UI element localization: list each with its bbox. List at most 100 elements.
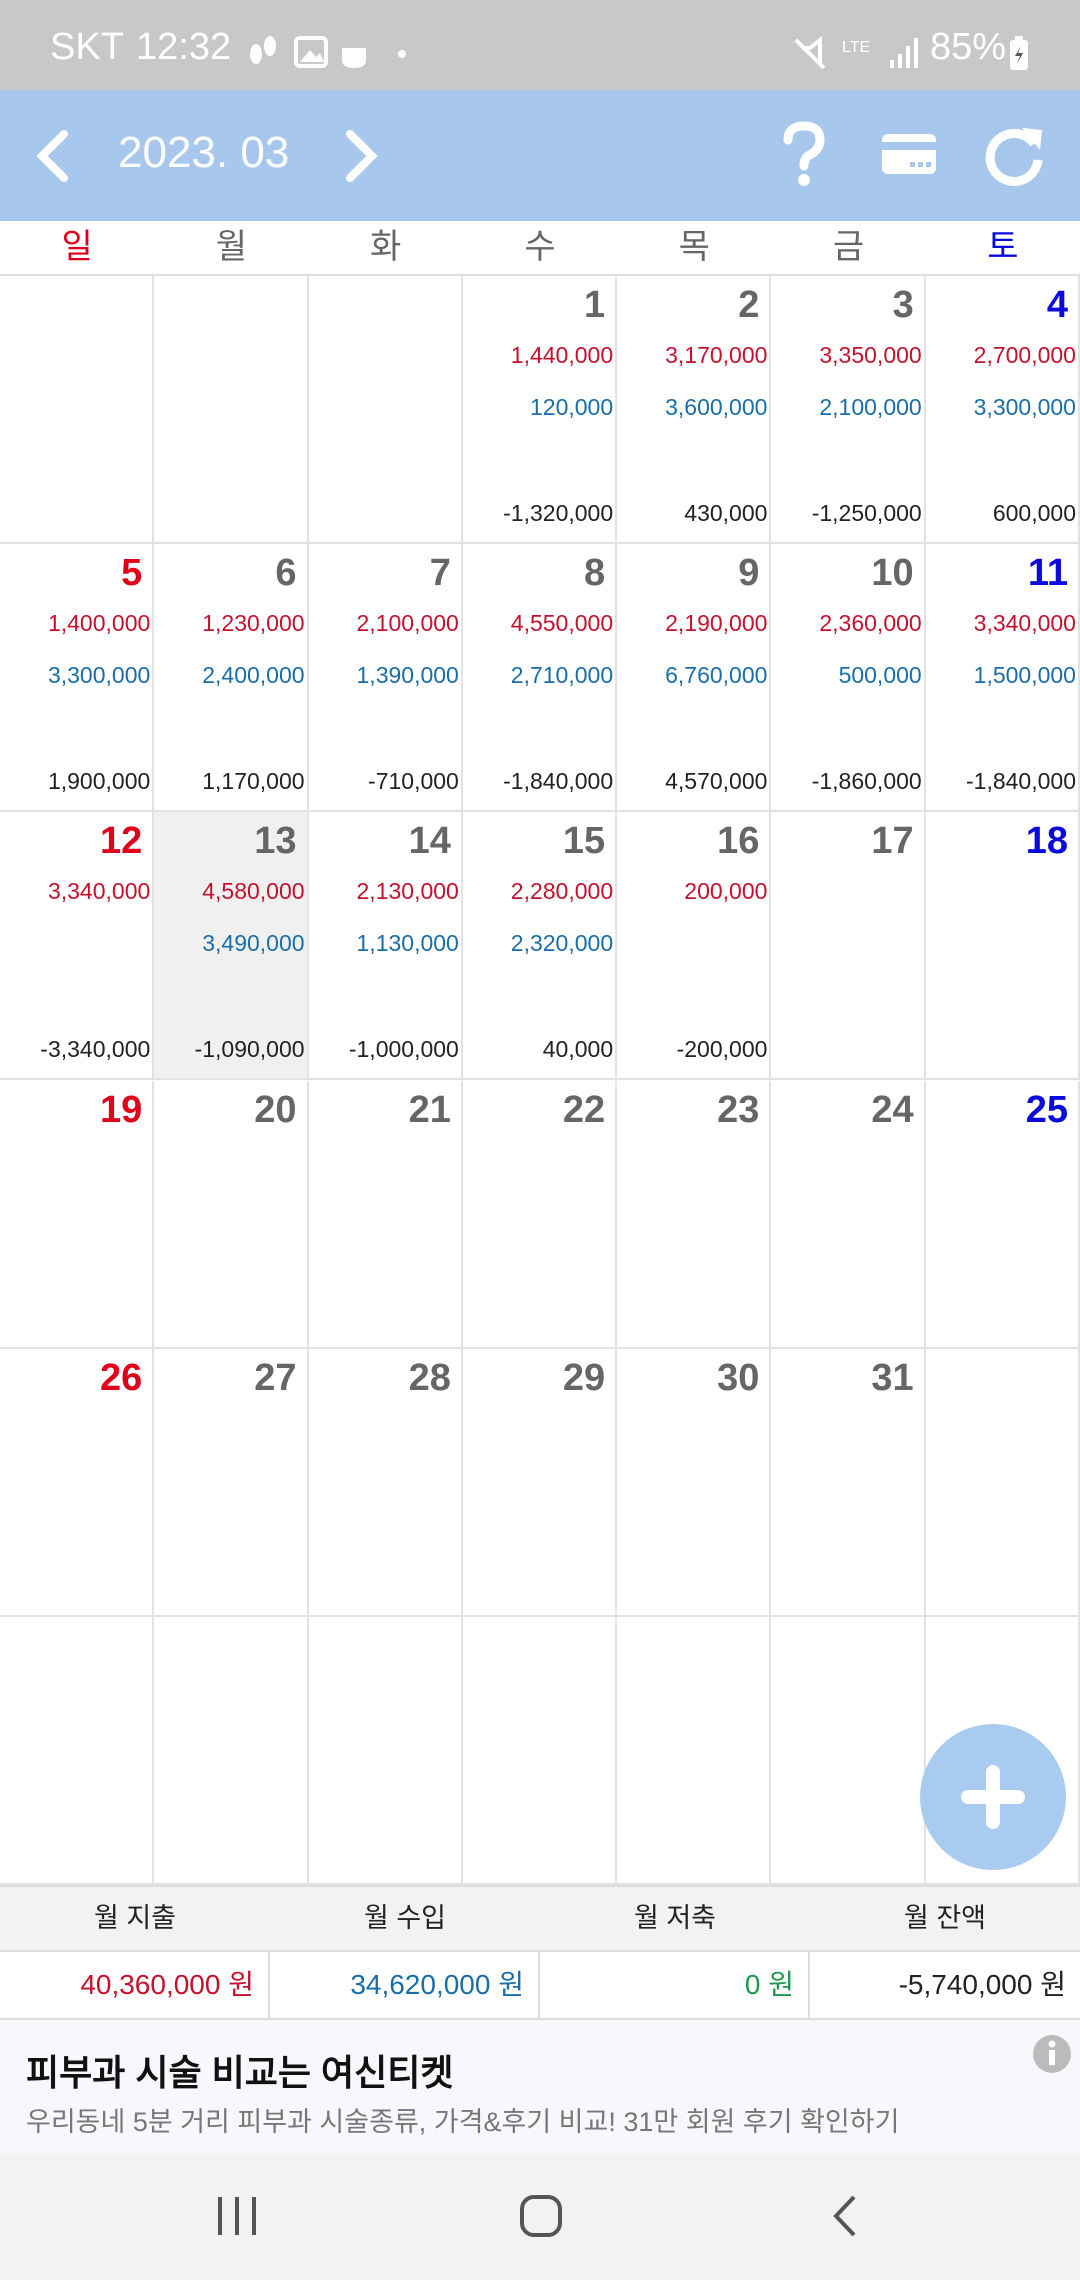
day-cell[interactable]: 12 3,340,000 -3,340,000 <box>0 812 155 1081</box>
day-cell[interactable]: 4 2,700,000 3,300,000 600,000 <box>925 276 1080 545</box>
day-cell[interactable]: 21 <box>308 1080 463 1349</box>
summary-value: 0 원 <box>540 1952 810 2018</box>
day-cell[interactable]: 3 3,350,000 2,100,000 -1,250,000 <box>771 276 926 545</box>
day-cell[interactable]: 31 <box>771 1348 926 1617</box>
weekday-label: 화 <box>370 228 402 266</box>
home-button[interactable] <box>518 2193 564 2239</box>
day-number: 29 <box>562 1356 606 1399</box>
day-number: 20 <box>254 1088 297 1131</box>
balance-amount: 1,170,000 <box>202 768 305 795</box>
day-cell[interactable]: 23 <box>617 1080 772 1349</box>
income-amount: 3,300,000 <box>47 662 151 689</box>
balance-amount: 4,570,000 <box>665 768 768 795</box>
income-amount: 3,490,000 <box>202 930 305 957</box>
day-cell <box>925 1348 1080 1617</box>
day-cell <box>154 1616 309 1885</box>
clock: 12:32 <box>136 26 232 68</box>
balance-amount: -1,250,000 <box>811 500 922 526</box>
day-cell[interactable]: 8 4,550,000 2,710,000 -1,840,000 <box>462 544 618 813</box>
balance-amount: -200,000 <box>676 1036 768 1063</box>
expense-amount: 2,700,000 <box>973 342 1076 368</box>
day-cell[interactable]: 15 2,280,000 2,320,000 40,000 <box>462 812 618 1081</box>
balance-amount: -1,840,000 <box>966 768 1076 795</box>
income-amount: 1,390,000 <box>356 662 459 689</box>
day-cell[interactable]: 22 <box>462 1080 618 1349</box>
expense-amount: 4,550,000 <box>510 610 614 637</box>
day-cell <box>0 1616 155 1885</box>
day-cell <box>308 1616 463 1885</box>
income-amount: 2,100,000 <box>819 394 922 420</box>
ad-banner[interactable]: 피부과 시술 비교는 여신티켓 우리동네 5분 거리 피부과 시술종류, 가격&… <box>0 2020 1080 2153</box>
day-number: 28 <box>408 1356 451 1399</box>
day-cell[interactable]: 5 1,400,000 3,300,000 1,900,000 <box>0 544 155 813</box>
day-cell[interactable]: 13 4,580,000 3,490,000 -1,090,000 <box>154 812 309 1081</box>
day-cell[interactable]: 28 <box>308 1348 463 1617</box>
day-number: 5 <box>121 552 143 595</box>
day-number: 14 <box>408 820 451 863</box>
balance-amount: -1,000,000 <box>348 1036 459 1063</box>
income-amount: 2,320,000 <box>510 930 614 957</box>
expense-amount: 3,340,000 <box>973 610 1076 637</box>
balance-amount: 600,000 <box>992 500 1076 526</box>
weekday-label: 금 <box>832 228 865 266</box>
weekday-label: 일 <box>61 228 93 266</box>
day-number: 21 <box>408 1088 451 1131</box>
day-cell[interactable]: 2 3,170,000 3,600,000 430,000 <box>617 276 772 545</box>
day-cell[interactable]: 16 200,000 -200,000 <box>617 812 772 1081</box>
day-number: 30 <box>717 1356 760 1399</box>
day-cell[interactable]: 17 <box>771 812 926 1081</box>
expense-amount: 1,440,000 <box>510 342 614 368</box>
day-cell[interactable]: 27 <box>154 1348 309 1617</box>
ad-text: 우리동네 5분 거리 피부과 시술종류, 가격&후기 비교! 31만 회원 후기… <box>26 2107 900 2137</box>
balance-amount: 1,900,000 <box>47 768 151 795</box>
add-button[interactable] <box>920 1724 1068 1872</box>
day-cell[interactable]: 11 3,340,000 1,500,000 -1,840,000 <box>925 544 1080 813</box>
day-number: 6 <box>275 552 297 595</box>
summary-label: 월 수입 <box>363 1903 447 1933</box>
day-number: 13 <box>254 820 297 863</box>
back-button[interactable] <box>822 2193 868 2239</box>
day-cell[interactable]: 24 <box>771 1080 926 1349</box>
day-cell[interactable]: 6 1,230,000 2,400,000 1,170,000 <box>154 544 309 813</box>
summary-value: 40,360,000 원 <box>0 1952 270 2018</box>
expense-amount: 3,340,000 <box>47 878 151 905</box>
balance-amount: -3,340,000 <box>40 1036 151 1063</box>
income-amount: 3,600,000 <box>665 394 768 420</box>
weekday-label: 월 <box>215 228 248 266</box>
day-cell[interactable]: 20 <box>154 1080 309 1349</box>
summary-value: -5,740,000 원 <box>898 1969 1066 2000</box>
notification-icons <box>250 36 406 68</box>
help-button[interactable] <box>776 120 832 188</box>
refresh-button[interactable] <box>984 124 1046 186</box>
expense-amount: 2,130,000 <box>356 878 459 905</box>
next-month-button[interactable] <box>340 128 384 184</box>
balance-amount: 430,000 <box>684 500 768 526</box>
day-cell <box>771 1616 926 1885</box>
day-cell <box>462 1616 618 1885</box>
balance-amount: -710,000 <box>368 768 459 795</box>
day-cell[interactable]: 7 2,100,000 1,390,000 -710,000 <box>308 544 463 813</box>
day-cell[interactable]: 19 <box>0 1080 155 1349</box>
day-cell[interactable]: 29 <box>462 1348 618 1617</box>
day-cell[interactable]: 9 2,190,000 6,760,000 4,570,000 <box>617 544 772 813</box>
day-cell[interactable]: 25 <box>925 1080 1080 1349</box>
day-cell[interactable]: 1 1,440,000 120,000 -1,320,000 <box>462 276 618 545</box>
status-bar: SKT 12:32 LTE 85% <box>0 0 1080 90</box>
day-cell[interactable]: 30 <box>617 1348 772 1617</box>
summary-label: 월 저축 <box>633 1903 717 1933</box>
day-cell[interactable]: 10 2,360,000 500,000 -1,860,000 <box>771 544 926 813</box>
summary-value: 34,620,000 원 <box>270 1952 540 2018</box>
card-button[interactable] <box>880 132 938 176</box>
income-amount: 2,400,000 <box>202 662 305 689</box>
day-cell[interactable]: 26 <box>0 1348 155 1617</box>
day-cell[interactable]: 14 2,130,000 1,130,000 -1,000,000 <box>308 812 463 1081</box>
day-number: 15 <box>562 820 606 863</box>
recent-apps-button[interactable] <box>214 2193 260 2239</box>
day-cell[interactable]: 18 <box>925 812 1080 1081</box>
ad-info-icon[interactable] <box>1032 2034 1072 2074</box>
day-number: 11 <box>1027 552 1068 595</box>
income-amount: 1,130,000 <box>356 930 459 957</box>
calendar-grid: 1 1,440,000 120,000 -1,320,000 2 3,170,000 3,6… <box>0 276 1080 1885</box>
prev-month-button[interactable] <box>30 128 74 184</box>
